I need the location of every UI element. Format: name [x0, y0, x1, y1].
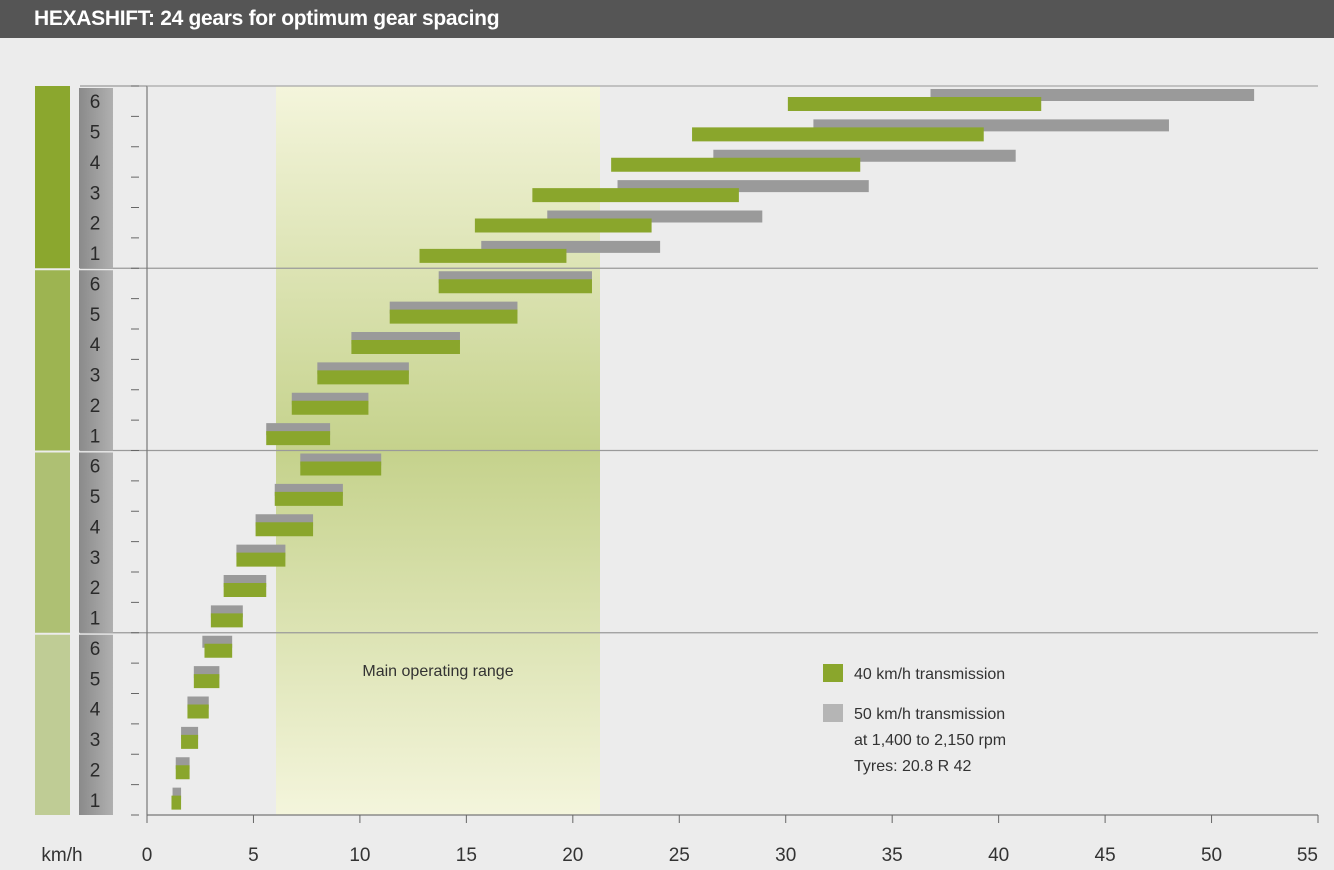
gear-column-bg — [79, 270, 113, 451]
gear-label: 4 — [90, 700, 101, 721]
range-group-bar — [35, 634, 70, 815]
x-tick-label: 35 — [882, 845, 903, 866]
bar-40kmh — [291, 400, 369, 415]
bar-40kmh — [266, 431, 331, 446]
range-group-bar — [35, 452, 70, 633]
gear-label: 1 — [90, 426, 101, 447]
bar-40kmh — [532, 188, 739, 203]
bar-40kmh — [204, 643, 233, 658]
gear-label: 2 — [90, 760, 101, 781]
chart-title: HEXASHIFT: 24 gears for optimum gear spa… — [0, 0, 1334, 38]
x-axis-label: km/h — [41, 845, 82, 866]
gear-label: 3 — [90, 183, 101, 204]
bar-40kmh — [181, 734, 199, 749]
legend-swatch-50 — [823, 704, 843, 722]
x-tick-label: 0 — [142, 845, 153, 866]
bar-40kmh — [171, 795, 182, 810]
gear-label: 5 — [90, 123, 101, 144]
bar-40kmh — [474, 218, 652, 233]
bar-40kmh — [692, 127, 984, 142]
gear-label: 5 — [90, 669, 101, 690]
bar-40kmh — [389, 309, 518, 324]
legend-swatch-40 — [823, 664, 843, 682]
x-tick-label: 5 — [248, 845, 259, 866]
gear-label: 2 — [90, 214, 101, 235]
legend-label-50: 50 km/h transmission — [854, 706, 1005, 723]
bar-40kmh — [236, 552, 286, 567]
x-tick-label: 50 — [1201, 845, 1222, 866]
bar-40kmh — [223, 583, 267, 597]
bar-40kmh — [274, 491, 343, 506]
bar-40kmh — [300, 461, 382, 476]
range-group-bar — [35, 270, 70, 451]
gear-label: 6 — [90, 274, 101, 295]
x-tick-label: 30 — [775, 845, 796, 866]
x-tick-label: 25 — [669, 845, 690, 866]
bar-40kmh — [351, 340, 460, 354]
legend-note-tyres: Tyres: 20.8 R 42 — [854, 758, 971, 775]
x-tick-label: 40 — [988, 845, 1009, 866]
bar-40kmh — [255, 522, 314, 537]
bar-40kmh — [787, 97, 1042, 111]
x-tick-label: 45 — [1095, 845, 1116, 866]
bar-40kmh — [187, 704, 209, 719]
gear-label: 3 — [90, 366, 101, 387]
gear-label: 1 — [90, 609, 101, 630]
gear-label: 6 — [90, 92, 101, 113]
bar-40kmh — [419, 248, 567, 263]
gear-label: 1 — [90, 791, 101, 812]
gear-label: 1 — [90, 244, 101, 265]
gear-column-bg — [79, 88, 113, 269]
bar-40kmh — [210, 613, 243, 628]
legend-label-40: 40 km/h transmission — [854, 666, 1005, 683]
gear-column-bg — [79, 634, 113, 815]
range-group-bar — [35, 86, 70, 269]
gear-column-bg — [79, 452, 113, 633]
legend-note-rpm: at 1,400 to 2,150 rpm — [854, 732, 1006, 749]
x-tick-label: 20 — [562, 845, 583, 866]
bar-40kmh — [175, 765, 190, 780]
x-tick-label: 10 — [349, 845, 370, 866]
gear-label: 3 — [90, 548, 101, 569]
bar-40kmh — [611, 157, 861, 172]
gear-label: 6 — [90, 639, 101, 660]
bar-50kmh — [172, 787, 182, 800]
gear-label: 4 — [90, 335, 101, 356]
bar-40kmh — [193, 674, 220, 689]
x-tick-label: 15 — [456, 845, 477, 866]
gear-label: 5 — [90, 305, 101, 326]
gear-label: 4 — [90, 517, 101, 538]
gear-label: 2 — [90, 578, 101, 599]
gear-label: 5 — [90, 487, 101, 508]
gear-label: 4 — [90, 153, 101, 174]
bar-40kmh — [438, 279, 592, 294]
gear-label: 2 — [90, 396, 101, 417]
gear-label: 3 — [90, 730, 101, 751]
x-tick-label: 55 — [1297, 845, 1318, 866]
main-operating-range-label: Main operating range — [362, 663, 513, 680]
gear-label: 6 — [90, 457, 101, 478]
legend: 40 km/h transmission 50 km/h transmissio… — [823, 664, 1006, 775]
bar-40kmh — [317, 370, 409, 385]
